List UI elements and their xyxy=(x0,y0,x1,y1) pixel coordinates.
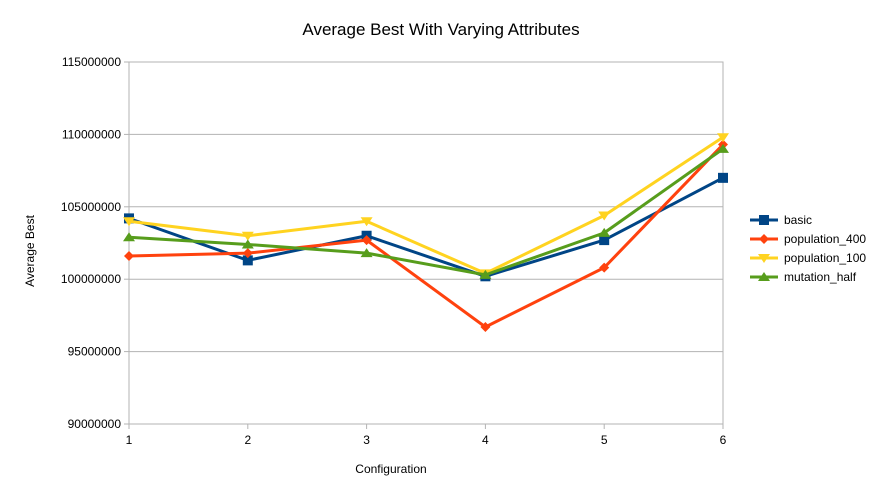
y-tick-label: 110000000 xyxy=(62,127,122,141)
y-tick-label: 90000000 xyxy=(68,417,122,431)
series-group xyxy=(123,133,729,332)
y-axis-label: Average Best xyxy=(23,214,37,286)
legend-item-population_100: population_100 xyxy=(750,251,866,265)
data-point-basic xyxy=(242,255,253,266)
data-point-population_400 xyxy=(599,262,610,273)
y-tick-label: 100000000 xyxy=(61,272,121,286)
series-mutation_half xyxy=(123,143,729,279)
data-point-basic xyxy=(599,235,610,246)
data-point-population_400 xyxy=(124,251,134,262)
legend-item-mutation_half: mutation_half xyxy=(750,270,857,284)
plot-area xyxy=(128,61,724,425)
data-point-population_100 xyxy=(598,211,611,221)
data-point-mutation_half xyxy=(123,232,135,242)
series-population_400 xyxy=(124,139,728,332)
series-line-mutation_half xyxy=(128,147,724,277)
data-point-population_400 xyxy=(480,321,491,332)
data-point-population_100 xyxy=(123,217,135,227)
x-tick-label: 1 xyxy=(126,433,133,447)
data-point-mutation_half xyxy=(360,248,373,258)
x-tick-label: 3 xyxy=(363,433,370,447)
legend-marker xyxy=(758,254,770,263)
data-point-mutation_half xyxy=(717,143,729,153)
y-tick-label: 115000000 xyxy=(62,55,122,69)
x-tick-label: 6 xyxy=(720,433,727,447)
data-point-population_100 xyxy=(717,133,729,143)
legend-label: basic xyxy=(784,213,812,227)
data-point-population_100 xyxy=(360,217,373,227)
y-tick-label: 105000000 xyxy=(61,200,121,214)
series-line-basic xyxy=(128,176,724,278)
legend-item-population_400: population_400 xyxy=(750,232,866,246)
legend-marker xyxy=(759,234,769,244)
data-point-mutation_half xyxy=(479,269,492,279)
series-line-population_100 xyxy=(128,136,724,275)
legend-marker xyxy=(759,215,769,225)
y-axis-ticks: 90000000 95000000 100000000 105000000 110000… xyxy=(61,55,129,431)
legend-marker xyxy=(758,272,770,281)
legend-label: population_400 xyxy=(784,232,866,246)
x-tick-label: 2 xyxy=(244,433,251,447)
chart-title: Average Best With Varying Attributes xyxy=(302,20,579,39)
x-axis-label: Configuration xyxy=(355,462,426,476)
data-point-population_100 xyxy=(241,231,254,241)
legend-label: mutation_half xyxy=(784,270,857,284)
y-tick-label: 95000000 xyxy=(68,345,122,359)
x-tick-label: 4 xyxy=(482,433,489,447)
data-point-mutation_half xyxy=(241,239,254,249)
legend-label: population_100 xyxy=(784,251,866,265)
data-point-basic xyxy=(718,172,728,183)
data-point-mutation_half xyxy=(598,227,611,237)
x-axis-ticks: 1 2 3 4 5 6 xyxy=(126,424,727,447)
legend-item-basic: basic xyxy=(750,213,812,227)
x-tick-label: 5 xyxy=(601,433,608,447)
legend: basic population_400 population_100mutatio… xyxy=(750,213,866,284)
data-point-population_400 xyxy=(242,248,253,259)
series-line-population_400 xyxy=(128,143,725,329)
data-point-population_400 xyxy=(361,235,372,246)
